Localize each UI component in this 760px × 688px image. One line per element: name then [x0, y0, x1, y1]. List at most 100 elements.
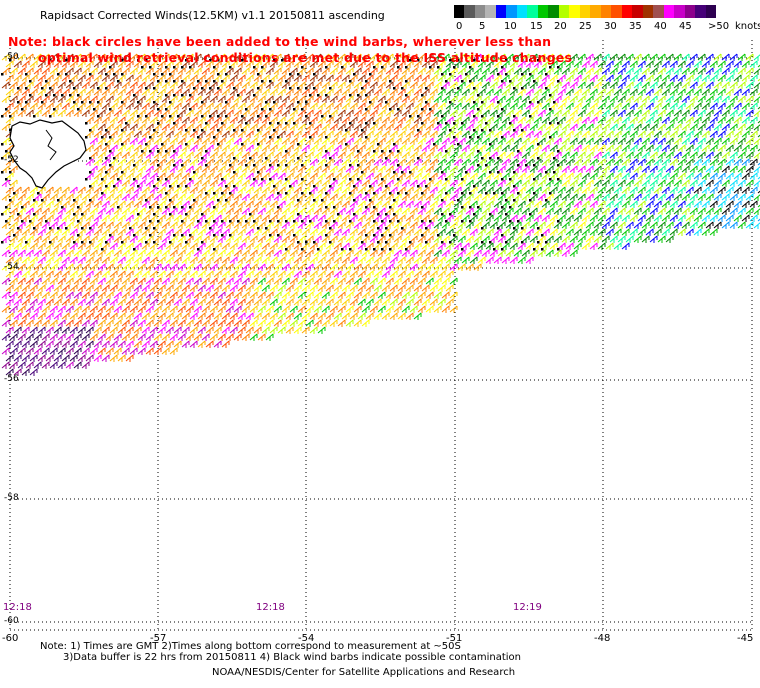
wind-barb	[381, 186, 390, 194]
wind-barb	[629, 116, 638, 124]
quality-circle	[397, 178, 400, 181]
wind-barb	[145, 207, 154, 215]
wind-barb	[501, 116, 510, 124]
wind-barb	[737, 151, 746, 159]
wind-barb	[121, 249, 130, 257]
wind-barb	[65, 193, 74, 201]
quality-circle	[541, 234, 544, 237]
wind-barb	[121, 109, 130, 117]
quality-circle	[137, 185, 140, 188]
wind-barb	[757, 204, 760, 208]
wind-barb	[125, 130, 134, 138]
quality-circle	[193, 199, 196, 202]
wind-barb	[229, 102, 238, 110]
wind-barb	[421, 130, 430, 138]
wind-barb	[701, 102, 710, 110]
wind-barb	[9, 207, 18, 215]
wind-barb	[561, 193, 570, 201]
wind-barb	[265, 53, 274, 61]
quality-circle	[549, 108, 552, 111]
quality-circle	[261, 80, 264, 83]
wind-barb	[629, 228, 638, 236]
wind-barb	[237, 144, 246, 152]
wind-barb	[689, 53, 698, 61]
quality-circle	[169, 115, 172, 118]
wind-barb	[693, 88, 702, 96]
quality-circle	[141, 150, 144, 153]
quality-circle	[557, 66, 560, 69]
wind-barb	[557, 102, 566, 110]
wind-barb	[13, 256, 22, 264]
wind-barb	[441, 221, 450, 229]
legend-swatch	[548, 5, 559, 18]
quality-circle	[241, 129, 244, 132]
wind-barb	[5, 242, 14, 250]
wind-barb	[129, 151, 138, 159]
wind-barb	[65, 291, 74, 299]
wind-barb	[93, 228, 102, 236]
quality-circle	[417, 185, 420, 188]
wind-barb	[225, 123, 234, 131]
wind-barb	[605, 242, 614, 250]
wind-barb	[597, 116, 606, 124]
wind-barb	[61, 312, 70, 320]
wind-barb	[565, 130, 574, 138]
wind-barb	[681, 67, 690, 75]
wind-barb	[225, 207, 234, 215]
wind-barb	[49, 263, 58, 271]
wind-barb	[497, 179, 506, 187]
wind-barb	[693, 172, 702, 180]
wind-barb	[17, 193, 26, 201]
wind-barb	[405, 200, 414, 208]
wind-barb	[313, 53, 322, 61]
quality-circle	[553, 157, 556, 160]
wind-barb	[37, 326, 46, 334]
quality-circle	[325, 206, 328, 209]
wind-barb	[493, 144, 502, 152]
quality-circle	[89, 171, 92, 174]
wind-barb	[317, 158, 326, 166]
wind-barb	[581, 200, 590, 208]
wind-barb	[725, 200, 734, 208]
wind-barb	[553, 137, 562, 145]
wind-barb	[745, 53, 754, 61]
wind-barb	[737, 207, 746, 215]
legend-swatch	[516, 5, 528, 18]
wind-barb	[169, 333, 178, 341]
wind-barb	[29, 340, 38, 348]
wind-barb	[77, 186, 86, 194]
wind-barb	[157, 284, 166, 292]
wind-barb	[749, 186, 758, 194]
wind-barb	[265, 207, 274, 215]
wind-barb	[729, 109, 738, 117]
wind-barb	[693, 214, 702, 222]
wind-barb	[661, 200, 670, 208]
quality-circle	[265, 101, 268, 104]
wind-barb	[473, 151, 482, 159]
quality-circle	[9, 129, 12, 132]
quality-circle	[13, 234, 16, 237]
wind-barb	[601, 123, 610, 131]
wind-barb	[265, 67, 274, 75]
quality-circle	[297, 87, 300, 90]
wind-barb	[137, 137, 146, 145]
wind-barb	[249, 291, 258, 299]
wind-barb	[85, 144, 94, 152]
wind-barb	[745, 95, 754, 103]
quality-circle	[369, 199, 372, 202]
wind-barb	[53, 298, 62, 306]
wind-barb	[729, 165, 738, 173]
wind-barb	[121, 291, 130, 299]
quality-circle	[121, 73, 124, 76]
wind-barb	[305, 193, 314, 201]
wind-barb	[113, 165, 122, 173]
wind-barb	[217, 179, 226, 187]
wind-barb	[237, 172, 246, 180]
wind-barb	[77, 242, 86, 250]
wind-barb	[713, 193, 722, 201]
wind-barb	[33, 249, 42, 257]
wind-barb	[33, 291, 42, 299]
wind-barb	[329, 305, 338, 313]
quality-circle	[401, 227, 404, 230]
wind-barb	[281, 165, 290, 173]
